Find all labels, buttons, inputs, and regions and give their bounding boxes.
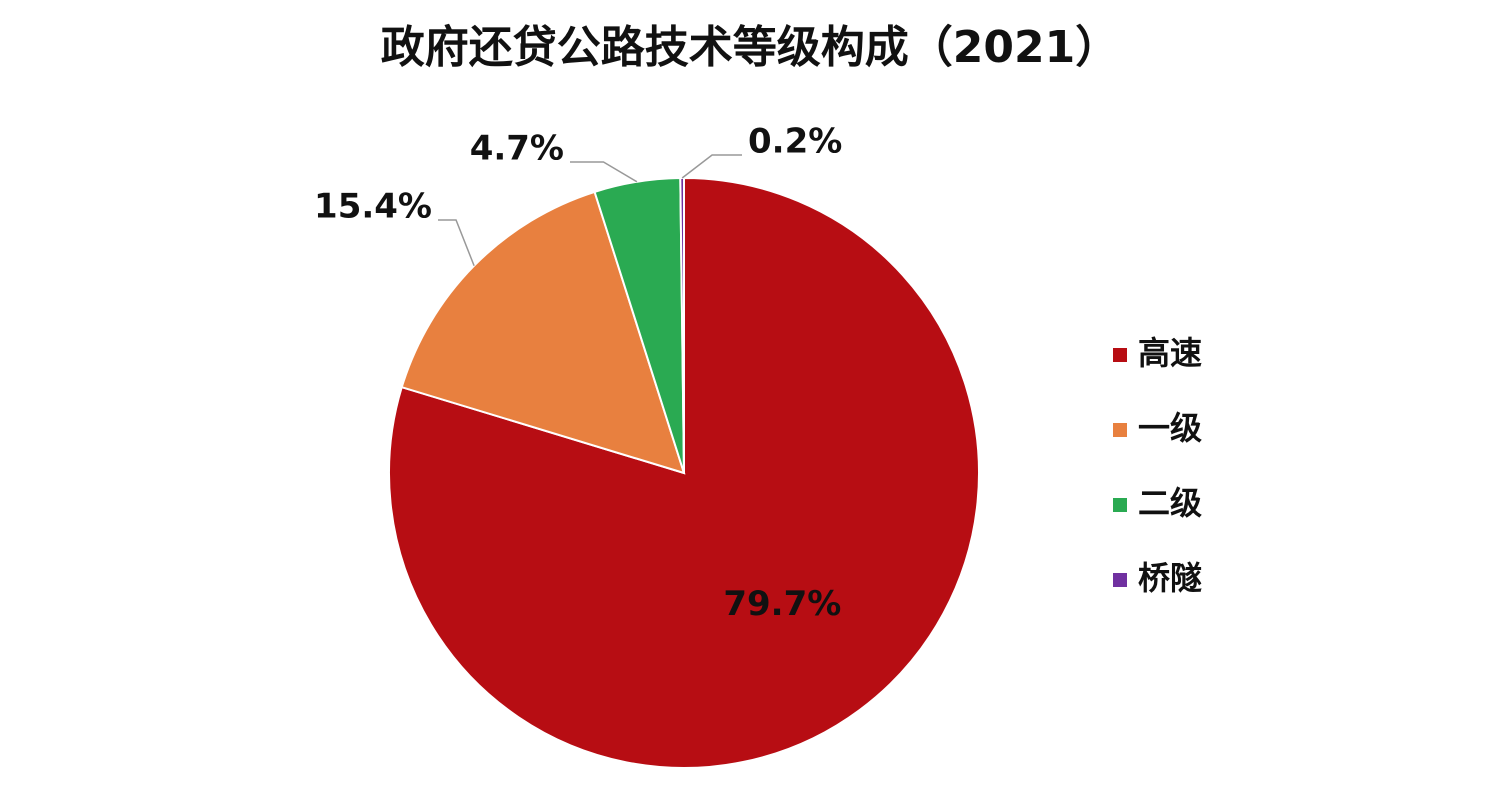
data-label: 79.7% — [723, 584, 841, 624]
data-label: 4.7% — [470, 129, 564, 169]
data-label: 0.2% — [748, 122, 842, 162]
legend-swatch — [1113, 348, 1127, 362]
legend-swatch — [1113, 573, 1127, 587]
pie-slice — [388, 176, 980, 769]
data-label: 15.4% — [314, 187, 432, 227]
chart-title: 政府还贷公路技术等级构成（2021） — [381, 22, 1119, 73]
leader-line — [570, 161, 638, 183]
legend-swatch — [1113, 498, 1127, 512]
legend-label: 桥隧 — [1138, 559, 1202, 597]
leader-line — [681, 154, 742, 179]
legend-label: 一级 — [1138, 409, 1202, 447]
leader-line — [438, 219, 475, 266]
legend-label: 二级 — [1138, 484, 1202, 522]
legend-label: 高速 — [1138, 334, 1202, 372]
legend-swatch — [1113, 423, 1127, 437]
